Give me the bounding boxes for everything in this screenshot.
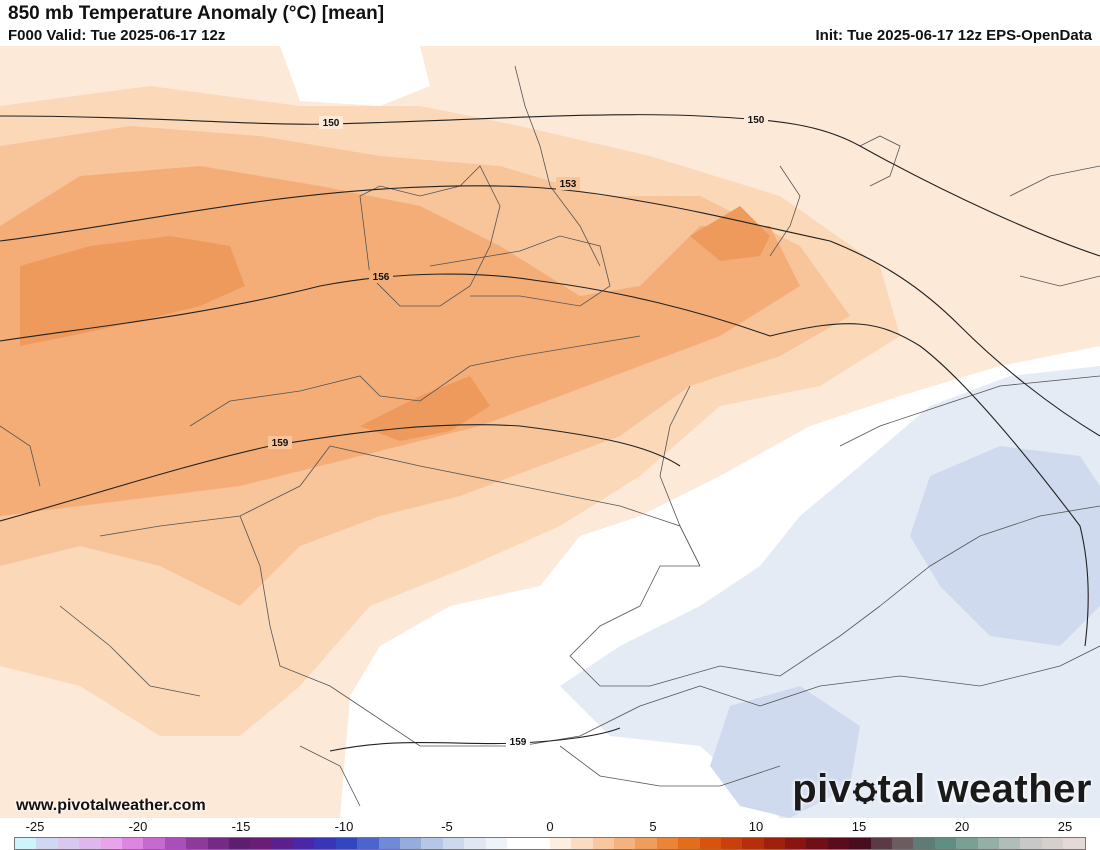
- colorbar-swatch: [934, 838, 957, 849]
- contour-label: 156: [373, 272, 390, 283]
- colorbar-swatch: [464, 838, 486, 849]
- contour-156: [0, 273, 1089, 647]
- colorbar-tick-label: -10: [334, 819, 354, 834]
- colorbar-swatch: [164, 838, 187, 849]
- contour-150: [0, 114, 1100, 257]
- colorbar-swatch: [100, 838, 122, 849]
- colorbar-swatch: [849, 838, 871, 849]
- colorbar-swatch: [785, 838, 807, 849]
- colorbar-swatch: [699, 838, 721, 849]
- contour-label: 150: [748, 115, 765, 126]
- colorbar-swatch: [207, 838, 229, 849]
- colorbar-swatch: [635, 838, 657, 849]
- gear-icon: [852, 780, 877, 804]
- borders: [0, 65, 1100, 807]
- colorbar-tick-label: 20: [954, 819, 970, 834]
- colorbar-swatch: [827, 838, 850, 849]
- colorbar-swatch: [1063, 838, 1085, 849]
- map-title: 850 mb Temperature Anomaly (°C) [mean]: [8, 3, 385, 24]
- logo-text-start: piv: [792, 767, 852, 811]
- colorbar-swatch: [79, 838, 101, 849]
- colorbar-swatch: [271, 838, 294, 849]
- colorbar: -25 -20 -15 -10 -5 0 5 10 15 20 25: [0, 818, 1100, 850]
- colorbar-scale: [14, 837, 1086, 850]
- colorbar-tick-label: -5: [441, 819, 453, 834]
- colorbar-swatch: [485, 838, 507, 849]
- colorbar-swatch: [870, 838, 893, 849]
- colorbar-swatch: [228, 838, 251, 849]
- contour-153: [0, 185, 1100, 437]
- colorbar-swatch: [36, 838, 58, 849]
- colorbar-swatch: [956, 838, 978, 849]
- colorbar-tick-label: -20: [128, 819, 148, 834]
- cool-anomaly-south: [710, 686, 860, 818]
- warm-anomaly-core-east: [690, 206, 770, 261]
- colorbar-tick-label: -25: [25, 819, 45, 834]
- contour-label: 153: [560, 179, 577, 190]
- height-contours: [0, 114, 1100, 752]
- header: 850 mb Temperature Anomaly (°C) [mean] F…: [0, 0, 1100, 46]
- colorbar-swatch: [549, 838, 572, 849]
- pivotal-weather-logo: piv tal weather: [792, 767, 1092, 812]
- colorbar-swatch: [293, 838, 315, 849]
- colorbar-swatch: [186, 838, 208, 849]
- logo-text-end: tal weather: [877, 767, 1092, 811]
- website-watermark: www.pivotalweather.com: [16, 797, 206, 814]
- colorbar-swatch: [400, 838, 422, 849]
- colorbar-swatch: [892, 838, 914, 849]
- contour-159-north: [0, 424, 681, 522]
- colorbar-swatch: [1020, 838, 1042, 849]
- colorbar-tick-label: 10: [748, 819, 764, 834]
- colorbar-swatch: [143, 838, 165, 849]
- colorbar-swatch: [15, 838, 37, 849]
- colorbar-swatch: [442, 838, 465, 849]
- colorbar-swatch: [528, 838, 550, 849]
- colorbar-swatch: [314, 838, 336, 849]
- colorbar-swatch: [250, 838, 272, 849]
- contour-label: 150: [323, 118, 340, 129]
- colorbar-swatch: [357, 838, 379, 849]
- colorbar-swatch: [763, 838, 786, 849]
- init-time: Init: Tue 2025-06-17 12z EPS-OpenData: [815, 27, 1092, 44]
- valid-time: F000 Valid: Tue 2025-06-17 12z: [8, 27, 226, 44]
- warm-anomaly-core-west: [20, 236, 245, 346]
- colorbar-swatch: [977, 838, 999, 849]
- colorbar-tick-label: 15: [851, 819, 867, 834]
- colorbar-swatch: [998, 838, 1021, 849]
- colorbar-swatch: [421, 838, 443, 849]
- anomaly-map: 150 150 153 156 159 159: [0, 46, 1100, 818]
- colorbar-swatch: [913, 838, 935, 849]
- colorbar-swatch: [571, 838, 593, 849]
- neutral-zone-north: [280, 46, 430, 106]
- colorbar-swatch: [592, 838, 614, 849]
- colorbar-tick-label: 25: [1057, 819, 1073, 834]
- colorbar-tick-label: 0: [546, 819, 554, 834]
- colorbar-tick-label: -15: [231, 819, 251, 834]
- cool-anomaly-core: [910, 446, 1100, 646]
- colorbar-swatch: [678, 838, 700, 849]
- colorbar-swatch: [1041, 838, 1064, 849]
- colorbar-swatch: [613, 838, 636, 849]
- colorbar-swatch: [656, 838, 679, 849]
- map-canvas: 150 150 153 156 159 159: [0, 46, 1100, 818]
- colorbar-swatch: [506, 838, 529, 849]
- contour-label: 159: [272, 438, 289, 449]
- colorbar-swatch: [742, 838, 764, 849]
- contour-label: 159: [510, 737, 527, 748]
- colorbar-swatch: [57, 838, 80, 849]
- colorbar-swatch: [378, 838, 401, 849]
- colorbar-swatch: [720, 838, 743, 849]
- colorbar-swatch: [335, 838, 358, 849]
- colorbar-swatch: [806, 838, 828, 849]
- colorbar-tick-label: 5: [649, 819, 657, 834]
- colorbar-swatch: [121, 838, 144, 849]
